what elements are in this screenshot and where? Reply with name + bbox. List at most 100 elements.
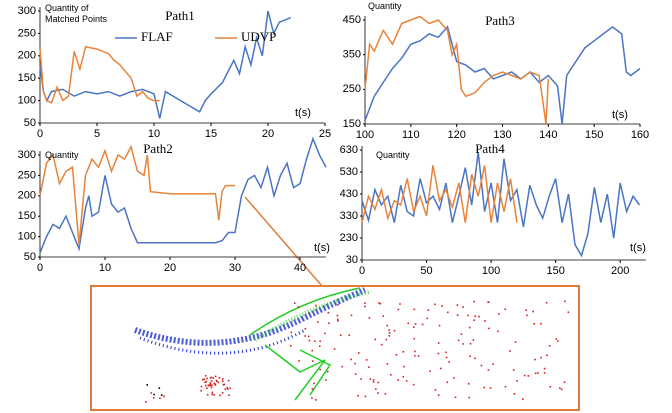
cloud-point: [549, 345, 551, 347]
cloud-point: [348, 335, 350, 337]
cloud-point: [370, 378, 372, 380]
y-tick-label: 150: [18, 210, 36, 222]
cloud-point: [360, 378, 362, 380]
cloud-point: [161, 394, 163, 396]
y-tick-label: 530: [340, 166, 358, 178]
cloud-point: [373, 379, 375, 381]
cloud-point: [414, 355, 416, 357]
cloud-point: [319, 369, 321, 371]
y-tick-label: 300: [18, 149, 36, 161]
data-line: [362, 165, 517, 222]
cloud-point: [546, 302, 548, 304]
cloud-point: [337, 320, 339, 322]
cloud-point: [211, 387, 213, 389]
cloud-point: [528, 375, 530, 377]
x-tick-label: 20: [164, 262, 176, 274]
cloud-point: [364, 306, 366, 308]
cloud-point: [540, 357, 542, 359]
cloud-point: [505, 386, 507, 388]
cloud-point: [375, 388, 377, 390]
cloud-point: [153, 397, 155, 399]
cloud-point: [429, 370, 431, 372]
cloud-point: [309, 312, 311, 314]
figure: 501001502002503000510152025Path1t(s)FLAF…: [0, 0, 672, 413]
cloud-point: [206, 378, 208, 380]
cloud-point: [377, 392, 379, 394]
x-tick-label: 0: [37, 262, 43, 274]
cloud-point: [455, 396, 457, 398]
cloud-point: [469, 355, 471, 357]
cloud-point: [337, 315, 339, 317]
cloud-point: [328, 322, 330, 324]
cloud-point: [447, 312, 449, 314]
cloud-point: [219, 377, 221, 379]
cloud-point: [415, 323, 417, 325]
cloud-point: [414, 309, 416, 311]
cloud-point: [381, 344, 383, 346]
x-tick-label: 160: [631, 129, 649, 141]
cloud-point: [448, 361, 450, 363]
y-tick-label: 150: [18, 72, 36, 84]
cloud-point: [210, 377, 212, 379]
cloud-point: [461, 333, 463, 335]
cloud-point: [469, 327, 471, 329]
cloud-point: [357, 395, 359, 397]
cloud-point: [428, 309, 430, 311]
y-tick-label: 50: [24, 251, 36, 263]
cloud-point: [386, 339, 388, 341]
cloud-point: [440, 368, 442, 370]
x-tick-label: 10: [99, 262, 111, 274]
cloud-point: [439, 325, 441, 327]
cloud-point: [435, 389, 437, 391]
cloud-point: [406, 380, 408, 382]
x-tick-label: 40: [294, 262, 306, 274]
cloud-point: [215, 376, 217, 378]
cloud-point: [509, 350, 511, 352]
cloud-point: [398, 309, 400, 311]
data-line: [365, 27, 640, 124]
data-line: [40, 47, 160, 103]
cloud-point: [473, 301, 475, 303]
cloud-point: [534, 359, 536, 361]
x-tick-label: 130: [493, 129, 511, 141]
cloud-point: [315, 399, 317, 401]
cloud-point: [355, 373, 357, 375]
data-line: [365, 17, 548, 125]
cloud-point: [445, 352, 447, 354]
cloud-point: [522, 398, 524, 400]
cloud-point: [312, 388, 314, 390]
legend-label: UDVP: [241, 29, 276, 44]
cloud-point: [213, 394, 215, 396]
cloud-point: [206, 387, 208, 389]
cloud-point: [215, 384, 217, 386]
chart-title: Path3: [485, 13, 515, 28]
cloud-point: [540, 323, 542, 325]
cloud-point: [309, 340, 311, 342]
cloud-point: [211, 393, 213, 395]
cloud-point: [394, 330, 396, 332]
cloud-point: [498, 313, 500, 315]
cloud-point: [564, 381, 566, 383]
cloud-point: [364, 302, 366, 304]
x-tick-label: 110: [402, 129, 420, 141]
x-tick-label: 0: [37, 128, 43, 140]
cloud-point: [396, 354, 398, 356]
cloud-point: [397, 379, 399, 381]
cloud-point: [546, 355, 548, 357]
cloud-point: [474, 358, 476, 360]
x-tick-label: 200: [611, 265, 629, 277]
cloud-point: [568, 311, 570, 313]
cloud-point: [483, 387, 485, 389]
cloud-point: [211, 380, 213, 382]
cloud-point: [385, 393, 387, 395]
x-axis-label: t(s): [630, 242, 646, 254]
cloud-point: [388, 335, 390, 337]
cloud-point: [544, 372, 546, 374]
cloud-point: [468, 383, 470, 385]
cloud-point: [490, 387, 492, 389]
cloud-point: [298, 306, 300, 308]
cloud-point: [222, 381, 224, 383]
cloud-point: [422, 324, 424, 326]
y-tick-label: 30: [346, 254, 358, 266]
cloud-point: [426, 318, 428, 320]
